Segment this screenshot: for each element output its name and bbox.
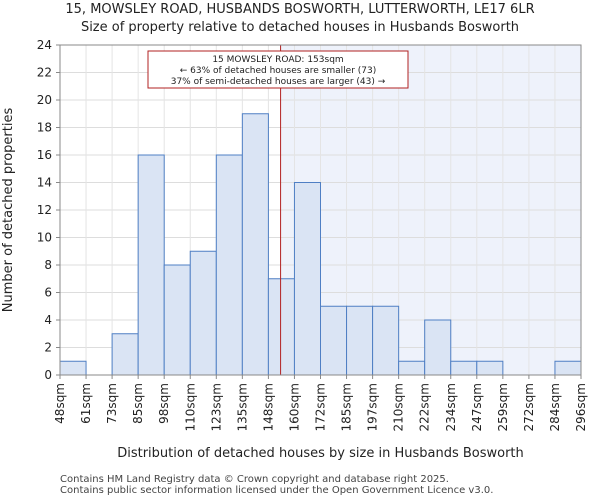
bar xyxy=(59,360,87,376)
x-tick-label: 210sqm xyxy=(392,383,406,431)
x-axis-label: Distribution of detached houses by size … xyxy=(117,446,524,461)
bar xyxy=(320,305,348,376)
bar xyxy=(267,278,295,376)
bar xyxy=(450,360,478,376)
y-tick-label: 24 xyxy=(37,38,52,52)
x-tick-label: 85sqm xyxy=(131,383,145,424)
x-tick-label: 73sqm xyxy=(105,383,119,424)
x-tick-label: 296sqm xyxy=(574,383,588,431)
bar xyxy=(189,250,217,376)
bar xyxy=(163,264,191,376)
x-tick-label: 148sqm xyxy=(261,383,275,431)
bar xyxy=(476,360,504,376)
annotation-box xyxy=(147,50,409,89)
x-tick-label: 123sqm xyxy=(209,383,223,431)
x-tick-label: 234sqm xyxy=(444,383,458,431)
annotation-text: 15 MOWSLEY ROAD: 153sqm xyxy=(212,55,343,65)
x-tick-label: 160sqm xyxy=(287,383,301,431)
footer-licence: Contains public sector information licen… xyxy=(60,485,494,496)
x-tick-label: 98sqm xyxy=(157,383,171,424)
y-tick-label: 16 xyxy=(37,148,52,162)
bar xyxy=(554,360,582,376)
annotation-text: ← 63% of detached houses are smaller (73… xyxy=(180,66,377,76)
x-tick-label: 135sqm xyxy=(235,383,249,431)
y-tick-label: 22 xyxy=(37,66,52,80)
bar xyxy=(398,360,426,376)
x-tick-label: 61sqm xyxy=(79,383,93,424)
y-tick-label: 2 xyxy=(44,341,52,355)
x-tick-label: 172sqm xyxy=(314,383,328,431)
bar xyxy=(111,333,139,376)
x-tick-label: 185sqm xyxy=(340,383,354,431)
footer-copyright: Contains HM Land Registry data © Crown c… xyxy=(60,474,449,485)
x-tick-label: 48sqm xyxy=(53,383,67,424)
chart-title: 15, MOWSLEY ROAD, HUSBANDS BOSWORTH, LUT… xyxy=(65,2,535,17)
y-tick-label: 4 xyxy=(44,313,52,327)
y-tick-label: 18 xyxy=(37,121,52,135)
y-axis-label: Number of detached properties xyxy=(1,108,16,313)
y-tick-label: 10 xyxy=(37,231,52,245)
bar xyxy=(372,305,400,376)
bar xyxy=(137,154,165,376)
y-tick-label: 12 xyxy=(37,203,52,217)
x-tick-label: 259sqm xyxy=(496,383,510,431)
y-tick-label: 8 xyxy=(44,258,52,272)
x-tick-label: 247sqm xyxy=(470,383,484,431)
bar xyxy=(346,305,374,376)
annotation-text: 37% of semi-detached houses are larger (… xyxy=(171,77,386,87)
x-tick-label: 222sqm xyxy=(418,383,432,431)
x-tick-label: 197sqm xyxy=(366,383,380,431)
y-tick-label: 6 xyxy=(44,286,52,300)
y-tick-label: 20 xyxy=(37,93,52,107)
chart-subtitle: Size of property relative to detached ho… xyxy=(80,20,520,35)
bar xyxy=(215,154,243,376)
bar xyxy=(241,113,269,376)
x-tick-label: 110sqm xyxy=(183,383,197,431)
bar xyxy=(424,319,452,376)
x-tick-label: 284sqm xyxy=(548,383,562,431)
bar xyxy=(293,182,322,376)
y-tick-label: 14 xyxy=(37,176,52,190)
x-tick-label: 272sqm xyxy=(522,383,536,431)
y-tick-label: 0 xyxy=(44,368,52,382)
